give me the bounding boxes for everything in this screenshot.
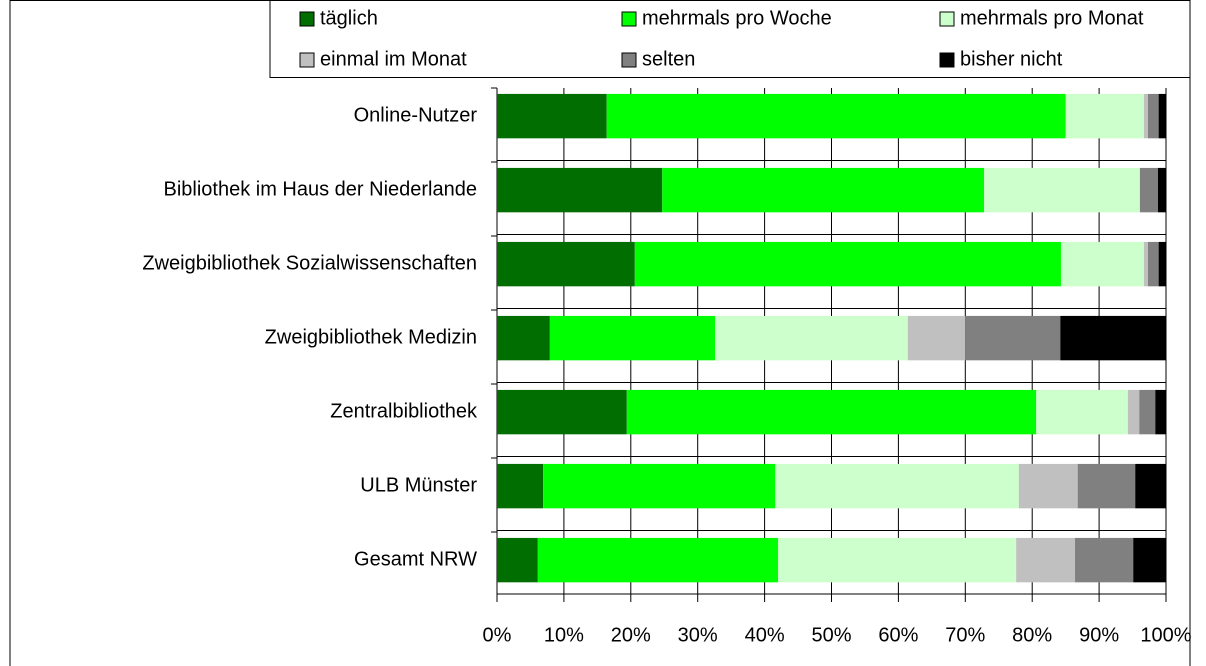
bar-segment [537,537,778,583]
bar-segment [497,315,550,361]
bar-segment [1143,93,1148,139]
legend-swatch [299,11,315,27]
bar-segment [1135,463,1166,509]
legend-label: täglich [320,7,378,29]
bar-segment [1016,537,1076,583]
y-tick-label: ULB Münster [360,474,477,496]
x-tick-label: 100% [1140,624,1191,646]
bar-segment [1155,389,1166,435]
bar-segment [497,389,627,435]
bar-segment [775,463,1019,509]
y-tick-label: Bibliothek im Haus der Niederlande [164,178,478,200]
bar-segment [497,241,635,287]
legend-label: selten [642,48,695,70]
x-tick-label: 0% [483,624,512,646]
bar-segment [626,389,1037,435]
bar-segment [543,463,776,509]
legend-label: mehrmals pro Woche [642,7,832,29]
bar-segment [984,167,1140,213]
legend-label: mehrmals pro Monat [960,7,1144,29]
bar-segment [1139,389,1156,435]
y-tick-label: Zentralbibliothek [330,400,478,422]
bar-segment [715,315,908,361]
legend-label: bisher nicht [960,48,1063,70]
bar-segment [777,537,1017,583]
x-tick-label: 50% [811,624,851,646]
bar-segment [497,537,538,583]
x-tick-label: 80% [1012,624,1052,646]
x-tick-label: 20% [611,624,651,646]
x-tick-label: 70% [945,624,985,646]
bar-segment [1018,463,1078,509]
x-tick-label: 60% [878,624,918,646]
bar-segment [549,315,716,361]
legend-swatch [939,11,955,27]
bar-segment [1075,537,1134,583]
y-tick-label: Online-Nutzer [354,104,478,126]
bar-segment [497,463,544,509]
bar-segment [1158,241,1166,287]
bar-segment [1060,241,1144,287]
legend-box [269,0,1191,78]
bar-segment [606,93,1066,139]
bar-segment [1143,241,1148,287]
legend-swatch [939,52,955,68]
bar-segment [662,167,985,213]
bar-segment [1065,93,1144,139]
bar-segment [497,93,607,139]
legend-swatch [621,11,637,27]
legend-label: einmal im Monat [320,48,467,70]
bar-segment [1060,315,1166,361]
x-tick-label: 10% [544,624,584,646]
x-tick-label: 90% [1079,624,1119,646]
bar-segment [907,315,966,361]
bar-segment [1077,463,1136,509]
bar-segment [1147,241,1159,287]
x-tick-label: 40% [745,624,785,646]
legend-swatch [299,52,315,68]
bar-segment [1036,389,1128,435]
bar-segment [497,167,663,213]
bar-segment [1139,167,1158,213]
bar-segment [1157,167,1166,213]
bar-segment [1158,93,1166,139]
legend-swatch [621,52,637,68]
x-tick-label: 30% [678,624,718,646]
bar-segment [1127,389,1140,435]
bar-segment [965,315,1061,361]
bar-segment [1133,537,1166,583]
bar-segment [634,241,1061,287]
y-tick-label: Zweigbibliothek Medizin [265,326,477,348]
y-tick-label: Zweigbibliothek Sozialwissenschaften [142,252,477,274]
y-tick-label: Gesamt NRW [354,548,477,570]
bar-segment [1147,93,1159,139]
